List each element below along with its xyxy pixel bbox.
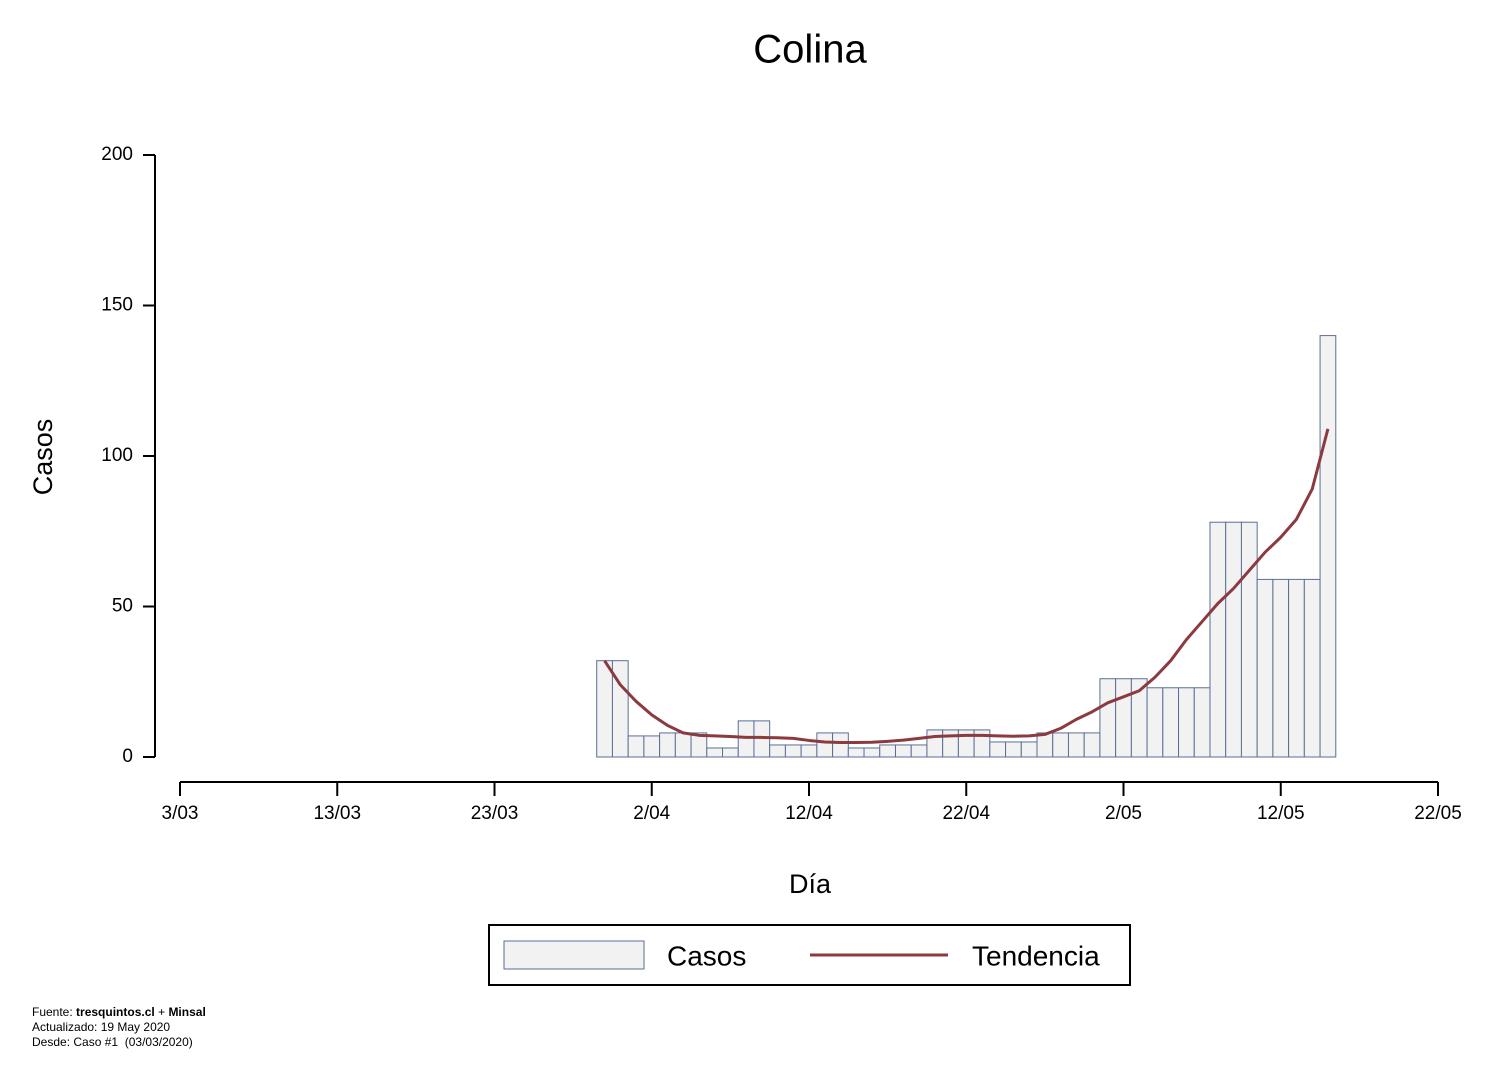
bar [800, 744, 818, 758]
bar [1146, 687, 1164, 758]
bar [1256, 578, 1274, 758]
bar [1036, 732, 1054, 758]
bar [596, 660, 613, 758]
footer-text: + [158, 1005, 165, 1019]
y-tick-label: 200 [101, 144, 133, 165]
x-tick-label: 23/03 [471, 803, 519, 824]
y-tick-label: 50 [112, 596, 133, 617]
footer-source: Fuente: tresquintos.cl + Minsal [32, 1005, 206, 1019]
legend-label: Tendencia [972, 940, 1100, 971]
bar [737, 720, 755, 758]
bar [784, 744, 802, 758]
legend-swatch [503, 940, 645, 970]
bar [863, 747, 881, 758]
bar [1240, 521, 1258, 758]
bar [611, 660, 629, 758]
y-tick-label: 0 [122, 746, 133, 767]
x-tick-label: 3/03 [162, 803, 199, 824]
footer-text: tresquintos.cl [76, 1005, 155, 1019]
bar [1115, 678, 1132, 758]
bar [989, 741, 1007, 758]
y-tick-label: 100 [101, 445, 133, 466]
bar [659, 732, 676, 758]
bar [1272, 578, 1290, 758]
x-tick-label: 22/04 [942, 803, 990, 824]
bar [1303, 578, 1321, 758]
x-axis-label: Día [789, 869, 832, 899]
bar [894, 744, 912, 758]
bar [643, 735, 661, 758]
bar [1162, 687, 1180, 758]
x-tick-label: 13/03 [313, 803, 361, 824]
x-tick-label: 2/05 [1105, 803, 1142, 824]
footer-text: Minsal [168, 1005, 205, 1019]
bar [1209, 521, 1227, 758]
trend-line [603, 428, 1330, 745]
legend-label: Casos [667, 940, 746, 971]
bar [674, 732, 692, 758]
bar [926, 729, 944, 758]
y-axis-label: Casos [28, 419, 58, 496]
x-tick-label: 2/04 [633, 803, 670, 824]
bar [910, 744, 928, 758]
bar [1178, 687, 1195, 758]
bar [1288, 578, 1305, 758]
bar [942, 729, 959, 758]
bar [1052, 732, 1069, 758]
bar [706, 747, 724, 758]
bar [879, 744, 896, 758]
bar [1083, 732, 1101, 758]
bar [769, 744, 786, 758]
chart-title: Colina [753, 28, 867, 72]
bar [1193, 687, 1211, 758]
y-tick-label: 150 [101, 295, 133, 316]
bar [1067, 732, 1085, 758]
footer-text: Fuente: [32, 1005, 73, 1019]
bar [1005, 741, 1022, 758]
bar [627, 735, 645, 758]
x-tick-label: 22/05 [1414, 803, 1462, 824]
bar [690, 732, 708, 758]
x-tick-label: 12/04 [785, 803, 833, 824]
bar [1020, 741, 1038, 758]
bar [1319, 335, 1337, 758]
footer-since: Desde: Caso #1 (03/03/2020) [32, 1035, 193, 1049]
x-tick-label: 12/05 [1257, 803, 1305, 824]
bar [816, 732, 834, 758]
bar [1225, 521, 1242, 758]
footer-updated: Actualizado: 19 May 2020 [32, 1020, 170, 1034]
bar [722, 747, 739, 758]
bar [847, 747, 865, 758]
bar [832, 732, 849, 758]
bar [1099, 678, 1117, 758]
